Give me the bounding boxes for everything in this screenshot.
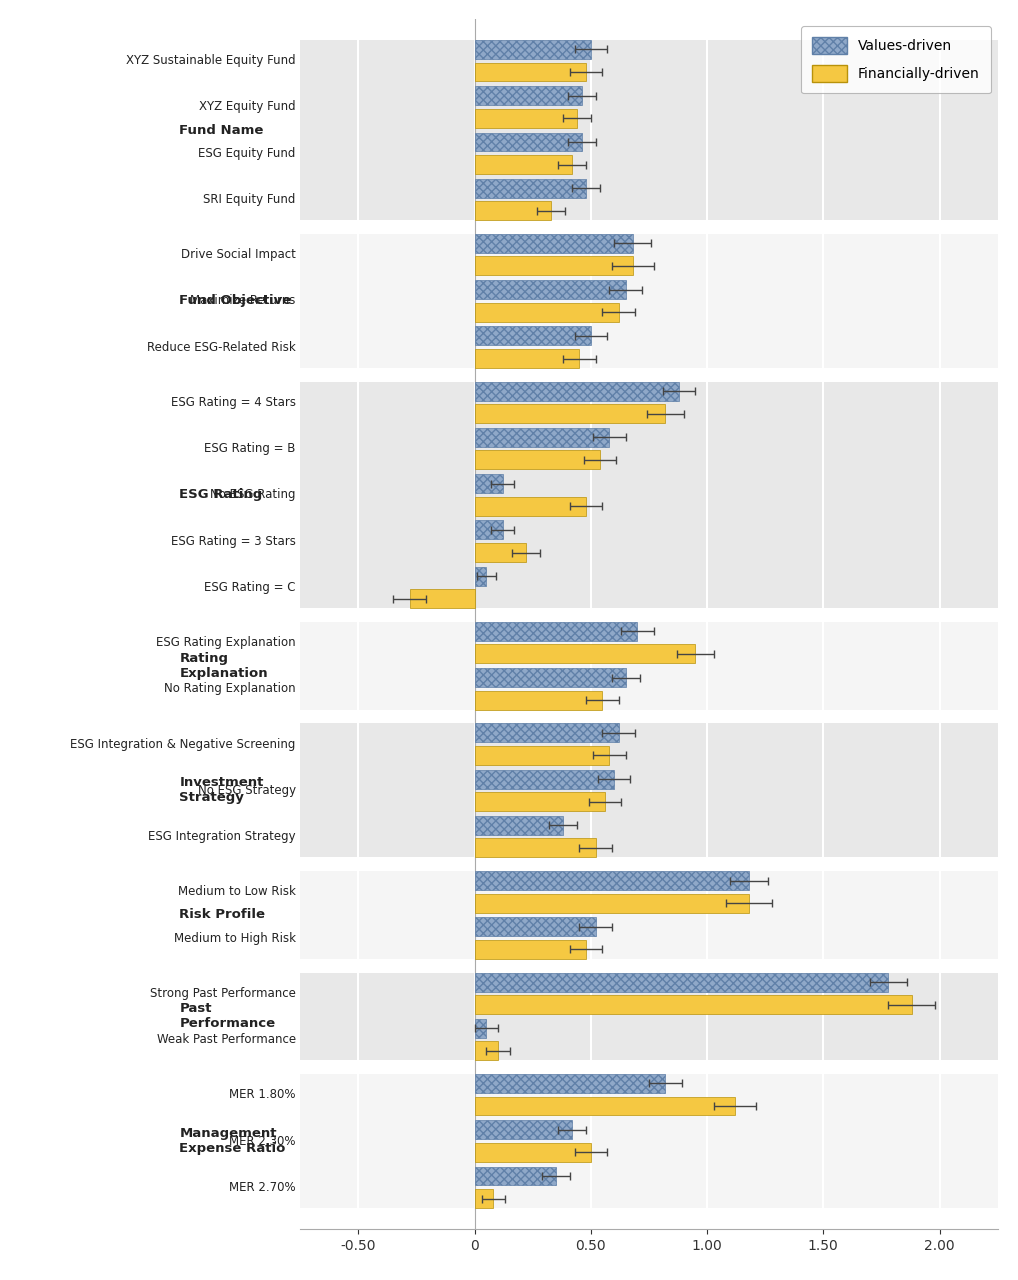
Bar bbox=[474, 792, 605, 812]
Bar bbox=[474, 1120, 572, 1139]
Bar bbox=[300, 872, 998, 959]
Bar bbox=[474, 872, 749, 890]
Text: ESG Rating = 4 Stars: ESG Rating = 4 Stars bbox=[171, 396, 295, 408]
Text: Management
Expense Ratio: Management Expense Ratio bbox=[179, 1126, 286, 1155]
Bar bbox=[474, 451, 601, 470]
Bar bbox=[474, 201, 552, 220]
Bar bbox=[474, 234, 633, 253]
Bar bbox=[474, 940, 586, 959]
Bar bbox=[474, 691, 603, 709]
Bar bbox=[474, 40, 590, 59]
Bar bbox=[474, 326, 590, 346]
Bar bbox=[474, 428, 610, 447]
Text: MER 2.70%: MER 2.70% bbox=[229, 1180, 295, 1194]
Bar bbox=[474, 1166, 556, 1185]
Bar bbox=[300, 1074, 998, 1208]
Bar bbox=[474, 474, 503, 493]
Bar bbox=[300, 723, 998, 858]
Text: No Rating Explanation: No Rating Explanation bbox=[164, 682, 295, 695]
Text: MER 2.30%: MER 2.30% bbox=[229, 1134, 295, 1147]
Text: Fund Name: Fund Name bbox=[179, 124, 264, 137]
Text: Weak Past Performance: Weak Past Performance bbox=[157, 1033, 295, 1046]
Bar bbox=[474, 497, 586, 516]
Bar bbox=[474, 521, 503, 539]
Text: XYZ Equity Fund: XYZ Equity Fund bbox=[200, 101, 295, 114]
Text: ESG Rating = B: ESG Rating = B bbox=[205, 442, 295, 456]
Text: XYZ Sustainable Equity Fund: XYZ Sustainable Equity Fund bbox=[126, 54, 295, 68]
Bar bbox=[474, 567, 487, 586]
Bar bbox=[474, 133, 581, 151]
Bar bbox=[474, 918, 596, 937]
Text: No ESG Strategy: No ESG Strategy bbox=[197, 783, 295, 797]
Text: Medium to Low Risk: Medium to Low Risk bbox=[178, 886, 295, 899]
Bar bbox=[474, 893, 749, 913]
Bar bbox=[474, 256, 633, 275]
Text: SRI Equity Fund: SRI Equity Fund bbox=[204, 193, 295, 206]
Text: ESG Equity Fund: ESG Equity Fund bbox=[199, 147, 295, 160]
Bar bbox=[474, 723, 619, 742]
Text: Maximize Returns: Maximize Returns bbox=[190, 294, 295, 307]
Bar bbox=[474, 1074, 665, 1093]
Bar bbox=[474, 668, 626, 687]
Bar bbox=[300, 381, 998, 608]
Bar bbox=[474, 404, 665, 424]
Legend: Values-driven, Financially-driven: Values-driven, Financially-driven bbox=[801, 26, 991, 93]
Bar bbox=[474, 746, 610, 765]
Text: ESG Integration & Negative Screening: ESG Integration & Negative Screening bbox=[70, 737, 295, 750]
Text: ESG Rating = 3 Stars: ESG Rating = 3 Stars bbox=[171, 535, 295, 548]
Bar bbox=[474, 86, 581, 105]
Bar bbox=[300, 40, 998, 220]
Text: No ESG Rating: No ESG Rating bbox=[210, 489, 295, 502]
Bar bbox=[300, 973, 998, 1060]
Bar bbox=[474, 838, 596, 858]
Bar bbox=[474, 1189, 494, 1208]
Text: Reduce ESG-Related Risk: Reduce ESG-Related Risk bbox=[147, 340, 295, 353]
Text: Strong Past Performance: Strong Past Performance bbox=[150, 987, 295, 1000]
Bar bbox=[300, 234, 998, 369]
Bar bbox=[474, 280, 626, 300]
Text: Risk Profile: Risk Profile bbox=[179, 909, 266, 922]
Bar bbox=[474, 1097, 735, 1115]
Bar bbox=[474, 1019, 487, 1038]
Text: ESG Rating Explanation: ESG Rating Explanation bbox=[156, 636, 295, 649]
Text: ESG Integration Strategy: ESG Integration Strategy bbox=[148, 831, 295, 844]
Text: Past
Performance: Past Performance bbox=[179, 1002, 276, 1030]
Text: Drive Social Impact: Drive Social Impact bbox=[181, 248, 295, 261]
Text: MER 1.80%: MER 1.80% bbox=[229, 1088, 295, 1101]
Bar bbox=[474, 155, 572, 174]
Bar bbox=[474, 543, 525, 562]
Bar bbox=[300, 622, 998, 709]
Bar bbox=[474, 815, 563, 835]
Bar bbox=[474, 769, 614, 788]
Bar bbox=[474, 179, 586, 198]
Bar bbox=[474, 644, 695, 663]
Bar bbox=[474, 109, 577, 128]
Bar bbox=[474, 1143, 590, 1162]
Bar bbox=[474, 622, 637, 641]
Text: ESG Rating: ESG Rating bbox=[179, 489, 263, 502]
Bar bbox=[474, 995, 912, 1014]
Bar bbox=[474, 1042, 498, 1060]
Bar bbox=[474, 973, 889, 992]
Bar bbox=[409, 589, 474, 608]
Bar bbox=[474, 303, 619, 321]
Text: Medium to High Risk: Medium to High Risk bbox=[174, 932, 295, 945]
Text: Investment
Strategy: Investment Strategy bbox=[179, 777, 264, 804]
Text: Rating
Explanation: Rating Explanation bbox=[179, 652, 268, 680]
Text: ESG Rating = C: ESG Rating = C bbox=[205, 581, 295, 594]
Text: Fund Objective: Fund Objective bbox=[179, 294, 292, 307]
Bar bbox=[474, 349, 579, 369]
Bar bbox=[474, 381, 679, 401]
Bar bbox=[474, 63, 586, 82]
